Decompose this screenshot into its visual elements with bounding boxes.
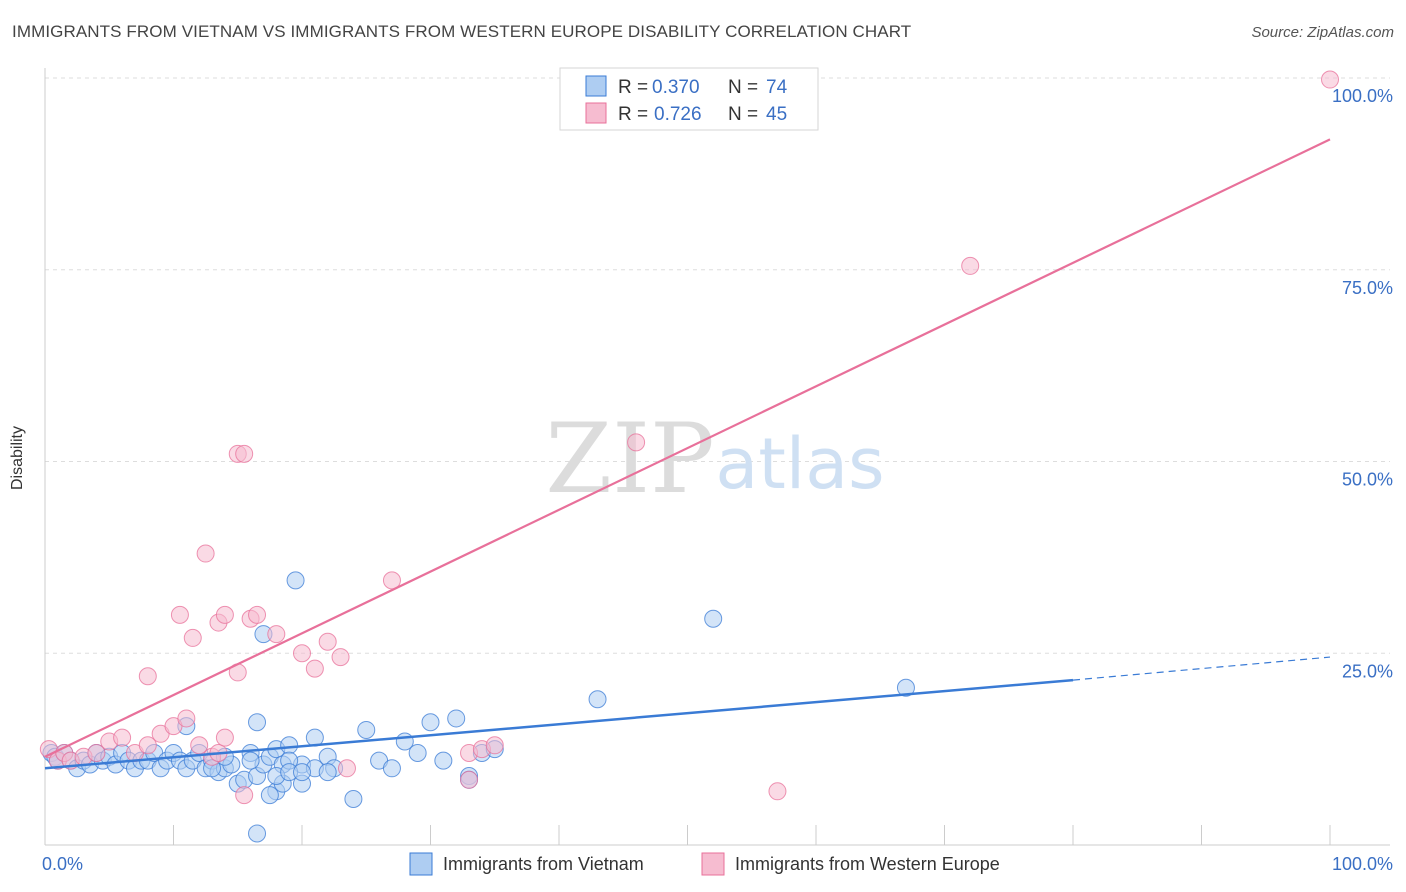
point-vietnam bbox=[286, 571, 305, 590]
stats-pink-swatch bbox=[585, 102, 607, 124]
legend-swatch-vietnam bbox=[409, 852, 433, 876]
stats-blue-n-value: 74 bbox=[766, 77, 788, 98]
point-western-europe bbox=[235, 786, 254, 805]
point-western-europe bbox=[267, 625, 286, 644]
point-western-europe bbox=[460, 770, 479, 789]
stats-pink-n-label: N = bbox=[728, 104, 758, 125]
y-tick-label-75: 75.0% bbox=[1342, 278, 1393, 298]
trend-layer bbox=[44, 138, 1331, 770]
stats-blue-n-label: N = bbox=[728, 77, 758, 98]
point-vietnam bbox=[408, 743, 427, 762]
point-vietnam bbox=[896, 678, 915, 697]
point-western-europe bbox=[293, 644, 311, 663]
stats-blue-r-value: 0.370 bbox=[652, 77, 700, 98]
point-western-europe bbox=[235, 444, 254, 463]
point-vietnam bbox=[382, 759, 401, 778]
point-vietnam bbox=[357, 720, 376, 739]
y-tick-label-25: 25.0% bbox=[1342, 661, 1393, 681]
point-western-europe bbox=[318, 632, 337, 651]
point-western-europe bbox=[215, 605, 234, 624]
point-vietnam bbox=[421, 713, 440, 732]
point-vietnam bbox=[434, 751, 453, 770]
point-vietnam bbox=[447, 709, 466, 728]
point-western-europe bbox=[627, 433, 646, 452]
point-western-europe bbox=[177, 709, 196, 728]
point-western-europe bbox=[170, 605, 189, 624]
source-credit: Source: ZipAtlas.com bbox=[1251, 24, 1394, 41]
point-western-europe bbox=[331, 648, 350, 667]
legend-label-vietnam: Immigrants from Vietnam bbox=[443, 854, 644, 874]
trend-line-western-europe bbox=[44, 138, 1331, 758]
point-western-europe bbox=[305, 659, 324, 678]
stats-pink-r-value: 0.726 bbox=[654, 104, 702, 125]
point-western-europe bbox=[113, 728, 132, 747]
stats-pink-r-label: R = bbox=[618, 104, 648, 125]
y-tick-label-100: 100.0% bbox=[1332, 86, 1393, 106]
point-western-europe bbox=[485, 736, 504, 755]
x-tick-label-100: 100.0% bbox=[1332, 854, 1393, 874]
point-vietnam bbox=[248, 713, 267, 732]
point-western-europe bbox=[87, 743, 106, 762]
legend-swatch-western-europe bbox=[701, 852, 725, 876]
points-layer bbox=[39, 70, 1339, 843]
watermark-atlas: atlas bbox=[715, 423, 884, 505]
x-tick-label-0: 0.0% bbox=[42, 854, 83, 874]
point-vietnam bbox=[280, 736, 299, 755]
point-western-europe bbox=[248, 605, 267, 624]
point-vietnam bbox=[588, 690, 607, 709]
point-western-europe bbox=[196, 544, 215, 563]
watermark-zip: ZIP bbox=[545, 403, 714, 515]
grid-layer bbox=[45, 77, 1390, 654]
point-western-europe bbox=[138, 736, 157, 755]
point-vietnam bbox=[293, 763, 311, 782]
point-vietnam bbox=[344, 789, 363, 808]
ticks-layer: 25.0% 50.0% 75.0% 100.0% 0.0% 100.0% bbox=[42, 86, 1393, 874]
point-vietnam bbox=[704, 609, 723, 628]
point-western-europe bbox=[337, 759, 356, 778]
legend-label-western-europe: Immigrants from Western Europe bbox=[735, 854, 1000, 874]
stats-blue-swatch bbox=[585, 75, 607, 97]
point-western-europe bbox=[215, 728, 234, 747]
stats-pink-n-value: 45 bbox=[766, 104, 787, 125]
point-vietnam bbox=[241, 751, 260, 770]
axes-layer bbox=[44, 68, 1390, 846]
stats-legend: R = 0.370 N = 74 R = 0.726 N = 45 bbox=[559, 67, 819, 131]
stats-blue-r-label: R = bbox=[618, 77, 648, 98]
watermark: ZIP atlas bbox=[545, 403, 884, 515]
y-tick-label-50: 50.0% bbox=[1342, 470, 1393, 490]
point-vietnam bbox=[260, 786, 279, 805]
point-vietnam bbox=[318, 763, 337, 782]
point-vietnam bbox=[248, 824, 267, 843]
trend-line-vietnam-extension bbox=[1072, 656, 1331, 681]
point-western-europe bbox=[768, 782, 787, 801]
point-western-europe bbox=[190, 736, 209, 755]
point-western-europe bbox=[183, 628, 202, 647]
trend-line-vietnam bbox=[44, 678, 1074, 770]
point-western-europe bbox=[961, 256, 980, 275]
point-western-europe bbox=[1321, 70, 1339, 89]
point-western-europe bbox=[138, 667, 157, 686]
bottom-legend: Immigrants from Vietnam Immigrants from … bbox=[409, 852, 1000, 876]
chart-title: IMMIGRANTS FROM VIETNAM VS IMMIGRANTS FR… bbox=[12, 22, 912, 41]
